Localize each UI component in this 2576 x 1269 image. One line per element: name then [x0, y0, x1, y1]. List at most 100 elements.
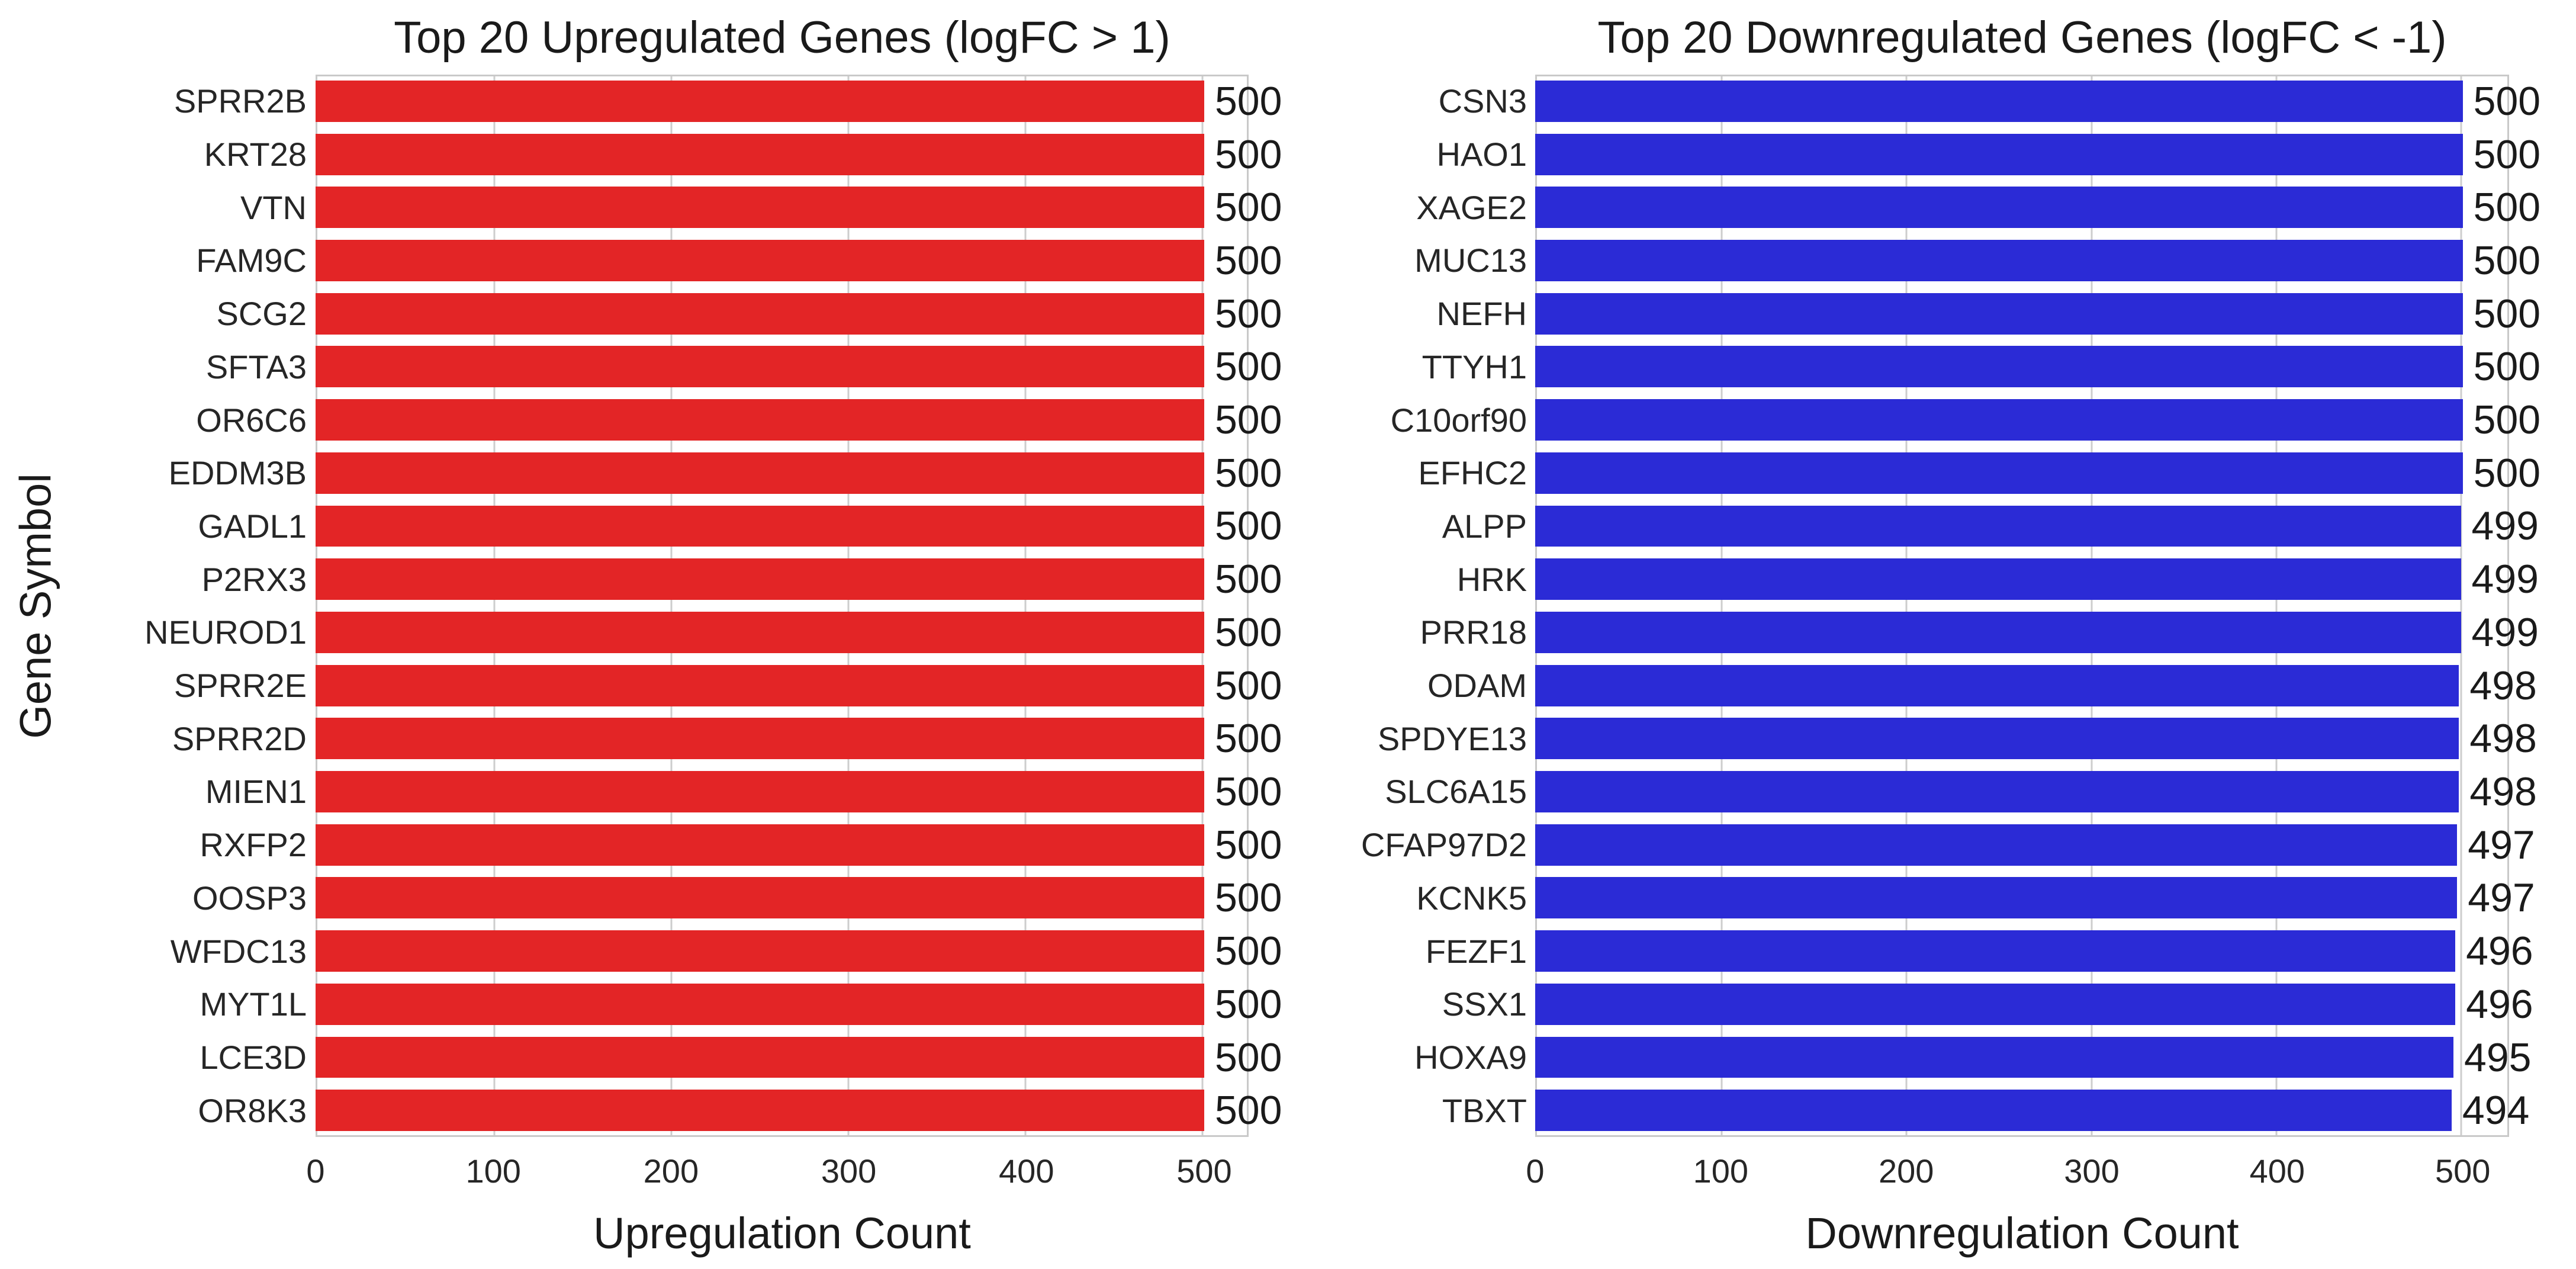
bar-OR6C6 [316, 399, 1204, 441]
bar-WFDC13 [316, 930, 1204, 972]
bar-row: 500 [316, 552, 1282, 606]
bar-HAO1 [1535, 133, 2463, 175]
bar-row: 497 [1535, 872, 2535, 925]
ytick-label-HRK: HRK [1456, 560, 1527, 598]
gridline-x-100 [493, 76, 496, 1135]
ytick-label-ALPP: ALPP [1442, 507, 1527, 545]
ytick-label-MUC13: MUC13 [1414, 242, 1527, 279]
bar-HOXA9 [1535, 1036, 2453, 1078]
bar-value-label: 500 [1214, 557, 1282, 602]
bar-value-label: 500 [1214, 981, 1282, 1027]
bar-KRT28 [316, 133, 1204, 175]
bar-row: 500 [316, 181, 1282, 234]
gridline-x-400 [1024, 76, 1027, 1135]
bar-row: 500 [316, 128, 1282, 181]
bar-row: 500 [316, 872, 1282, 925]
y-axis-label-text: Gene Symbol [11, 473, 60, 739]
xtick-label-500: 500 [2435, 1152, 2491, 1190]
xtick-label-200: 200 [1878, 1152, 1934, 1190]
bar-row: 500 [316, 75, 1282, 128]
bar-value-label: 500 [1214, 131, 1282, 177]
bar-row: 500 [316, 1084, 1282, 1137]
bar-value-label: 500 [1214, 450, 1282, 496]
bar-row: 498 [1535, 765, 2537, 818]
bar-value-label: 500 [1214, 397, 1282, 443]
xtick-labels: 0 100 200 300 400 500 [306, 1152, 1249, 1199]
bar-value-label: 500 [2473, 450, 2541, 496]
gridline-x-400 [2275, 76, 2278, 1135]
bar-TTYH1 [1535, 346, 2463, 388]
bar-row: 499 [1535, 552, 2539, 606]
bar-row: 500 [316, 1031, 1282, 1084]
ytick-label-HOXA9: HOXA9 [1414, 1039, 1527, 1076]
xtick-label-0: 0 [1526, 1152, 1545, 1190]
bar-row: 500 [316, 712, 1282, 765]
x-axis-label-downregulation-count: Downregulation Count [1805, 1209, 2239, 1258]
bar-MIEN1 [316, 771, 1204, 812]
ytick-label-OR6C6: OR6C6 [196, 401, 307, 439]
bar-SPRR2E [316, 664, 1204, 706]
bar-value-label: 500 [1214, 1088, 1282, 1133]
xtick-label-100: 100 [465, 1152, 521, 1190]
ytick-label-CSN3: CSN3 [1438, 82, 1527, 120]
xtick-labels: 0 100 200 300 400 500 [1526, 1152, 2509, 1199]
bar-value-label: 494 [2462, 1088, 2530, 1133]
bar-value-label: 500 [2473, 131, 2541, 177]
bar-TBXT [1535, 1090, 2452, 1132]
bar-row: 500 [1535, 234, 2540, 287]
xtick-label-400: 400 [999, 1152, 1054, 1190]
bar-row: 499 [1535, 606, 2539, 659]
bar-row: 500 [316, 978, 1282, 1031]
gridline-x-300 [847, 76, 850, 1135]
ytick-label-OOSP3: OOSP3 [192, 879, 307, 917]
gridline-x-500 [1201, 76, 1204, 1135]
bar-value-label: 500 [2473, 344, 2541, 390]
bar-value-label: 500 [2473, 237, 2541, 283]
bar-FAM9C [316, 239, 1204, 281]
bar-value-label: 500 [1214, 609, 1282, 655]
bar-row: 500 [1535, 393, 2540, 446]
bar-value-label: 500 [2473, 185, 2541, 230]
bar-value-label: 499 [2471, 609, 2539, 655]
bar-value-label: 500 [1214, 875, 1282, 921]
ytick-labels: CSN3 HAO1 XAGE2 MUC13 NEFH TTYH1 C10orf90 EFHC2… [1320, 75, 1527, 1137]
bar-NEFH [1535, 293, 2463, 335]
bar-XAGE2 [1535, 187, 2463, 229]
ytick-label-P2RX3: P2RX3 [201, 560, 307, 598]
bar-row: 500 [316, 659, 1282, 712]
xtick-label-100: 100 [1693, 1152, 1749, 1190]
bar-row: 496 [1535, 978, 2533, 1031]
bar-value-label: 500 [1214, 716, 1282, 762]
ytick-label-NEFH: NEFH [1436, 295, 1527, 333]
xtick-label-0: 0 [306, 1152, 325, 1190]
bar-value-label: 495 [2464, 1035, 2532, 1080]
ytick-label-NEUROD1: NEUROD1 [144, 613, 307, 651]
bar-LCE3D [316, 1036, 1204, 1078]
bar-value-label: 497 [2468, 875, 2535, 921]
ytick-label-OR8K3: OR8K3 [198, 1091, 307, 1129]
bar-value-label: 499 [2471, 503, 2539, 549]
subplot-upregulated: Top 20 Upregulated Genes (logFC > 1) Gen… [11, 13, 1282, 1258]
bar-value-label: 498 [2469, 663, 2537, 708]
bar-value-label: 500 [1214, 929, 1282, 974]
bar-value-label: 496 [2466, 929, 2533, 974]
bar-row: 500 [316, 765, 1282, 818]
bar-value-label: 500 [1214, 237, 1282, 283]
bar-row: 499 [1535, 500, 2539, 553]
bar-row: 498 [1535, 659, 2537, 712]
bar-RXFP2 [316, 824, 1204, 866]
xtick-label-200: 200 [643, 1152, 699, 1190]
bar-VTN [316, 187, 1204, 229]
bar-row: 500 [316, 234, 1282, 287]
ytick-label-GADL1: GADL1 [198, 507, 307, 545]
bar-EFHC2 [1535, 452, 2463, 494]
bar-SFTA3 [316, 346, 1204, 388]
bar-value-label: 497 [2468, 822, 2535, 868]
bar-value-label: 500 [1214, 503, 1282, 549]
ytick-label-LCE3D: LCE3D [200, 1039, 307, 1076]
bar-value-label: 498 [2469, 769, 2537, 814]
bar-MYT1L [316, 983, 1204, 1025]
bar-row: 500 [316, 818, 1282, 872]
ytick-label-SCG2: SCG2 [216, 295, 307, 333]
